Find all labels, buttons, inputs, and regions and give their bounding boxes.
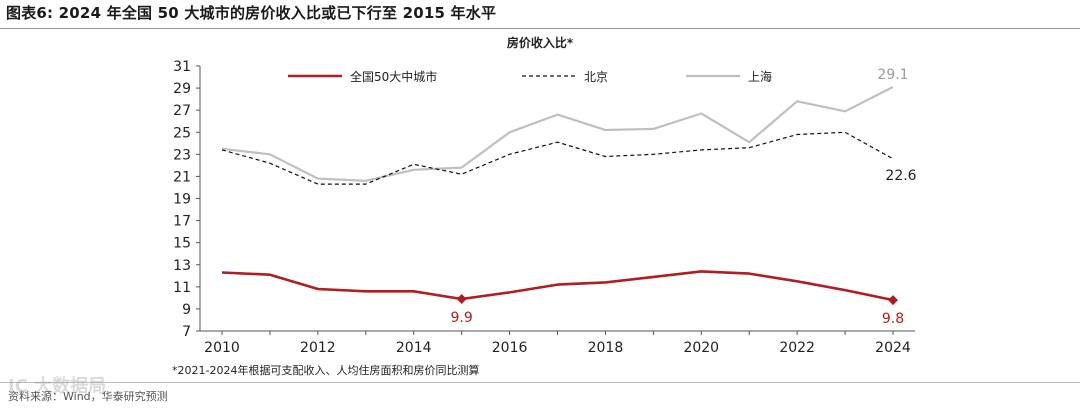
y-tick-label: 27 [173, 103, 191, 119]
legend-label: 上海 [748, 69, 772, 84]
source-note: 资料来源：Wind，华泰研究预测 [8, 390, 168, 403]
series-line [221, 270, 894, 302]
y-tick-label: 21 [173, 169, 191, 185]
y-tick-label: 17 [173, 214, 191, 230]
series-line [221, 86, 894, 182]
data-point-marker [456, 293, 467, 304]
series-line [221, 131, 894, 185]
x-tick-label: 2014 [396, 340, 432, 356]
x-tick-label: 2018 [588, 340, 624, 356]
y-tick-label: 9 [182, 302, 191, 318]
chart-footnote: *2021-2024年根据可支配收入、人均住房面积和房价同比测算 [172, 364, 480, 377]
figure-title: 图表6: 2024 年全国 50 大城市的房价收入比或已下行至 2015 年水平 [6, 4, 497, 22]
title-divider [0, 28, 1080, 29]
y-tick-label: 11 [173, 280, 191, 296]
y-tick-label: 13 [173, 258, 191, 274]
y-tick-label: 31 [173, 59, 191, 75]
y-tick-label: 7 [182, 324, 191, 340]
data-point-marker [888, 295, 898, 306]
data-label: 9.8 [882, 311, 904, 327]
legend-label: 全国50大中城市 [350, 69, 437, 84]
x-tick-label: 2024 [875, 340, 911, 356]
y-tick-label: 15 [173, 236, 191, 252]
x-tick-label: 2022 [779, 340, 815, 356]
y-tick-label: 25 [173, 125, 191, 141]
y-tick-label: 23 [173, 147, 191, 163]
x-tick-label: 2010 [204, 340, 240, 356]
data-label: 9.9 [451, 310, 473, 326]
bottom-divider [0, 382, 1080, 383]
y-tick-label: 19 [173, 192, 191, 208]
legend-label: 北京 [584, 70, 608, 84]
data-label: 22.6 [885, 168, 916, 184]
x-tick-label: 2012 [300, 340, 336, 356]
chart-title: 房价收入比* [506, 36, 574, 50]
data-label: 29.1 [877, 67, 908, 83]
x-tick-label: 2020 [683, 340, 719, 356]
x-tick-label: 2016 [492, 340, 528, 356]
watermark-text: IC 大数据局 [8, 376, 107, 397]
y-tick-label: 29 [173, 81, 191, 97]
